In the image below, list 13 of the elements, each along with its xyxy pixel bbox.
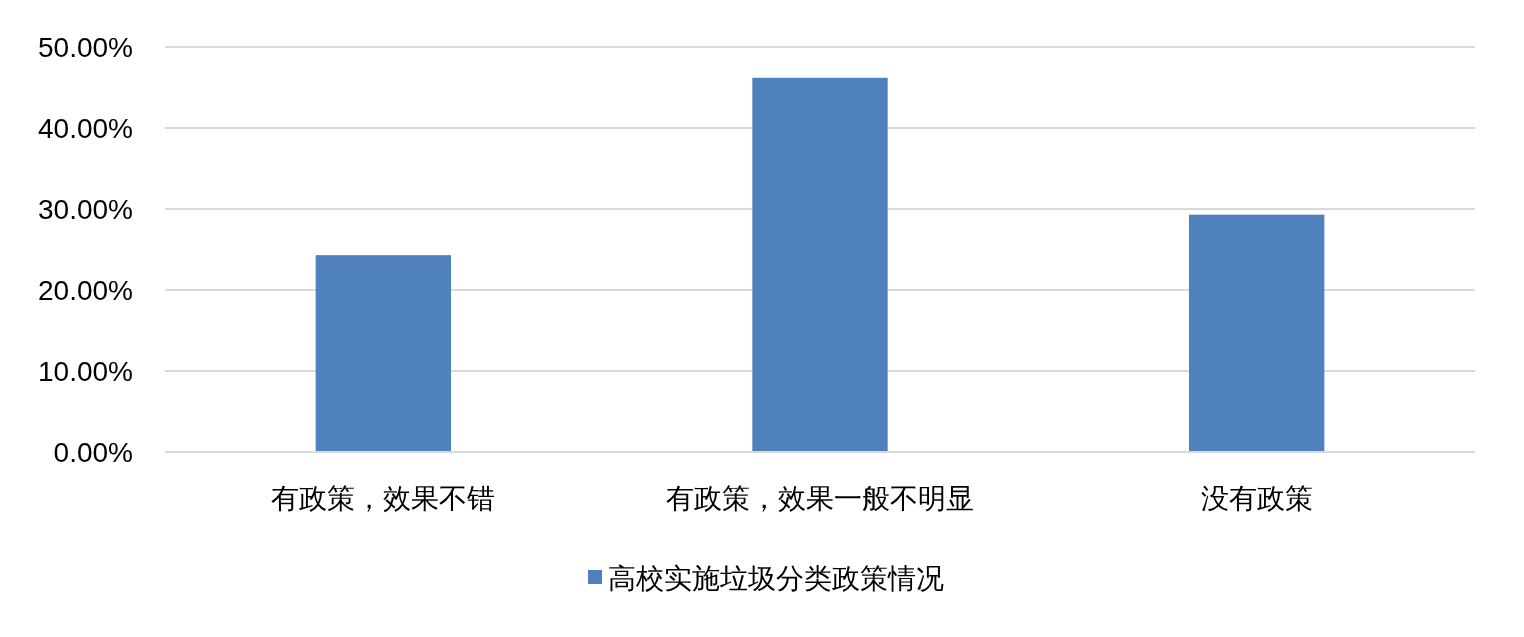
y-tick-label: 0.00% [53,436,133,468]
y-tick-label: 20.00% [38,274,133,306]
y-tick-label: 30.00% [38,193,133,225]
y-tick-label: 50.00% [38,31,133,63]
x-tick-label: 没有政策 [1200,482,1313,515]
y-tick-label: 40.00% [38,112,133,144]
bar [1188,214,1325,452]
x-tick-label: 有政策，效果一般不明显 [666,482,974,515]
bar [752,77,888,452]
bar [315,255,452,452]
legend-label: 高校实施垃圾分类政策情况 [608,561,944,595]
x-tick-label: 有政策，效果不错 [271,482,496,515]
y-tick-label: 10.00% [38,355,133,387]
